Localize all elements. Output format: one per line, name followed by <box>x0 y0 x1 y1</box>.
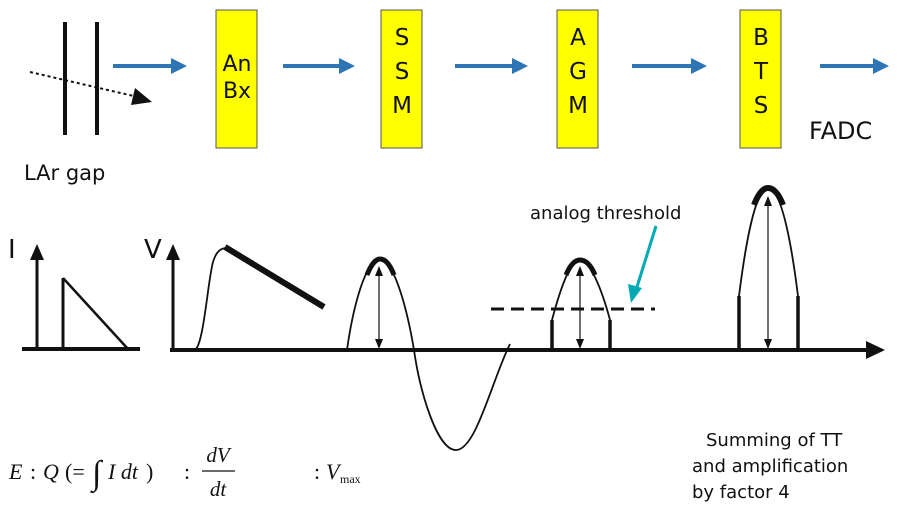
formula-E: E <box>8 459 23 484</box>
summed-pulse-height-arrow-bottom <box>764 339 772 349</box>
box-anbx-rect <box>215 9 258 149</box>
box-ssm-line-2: S <box>395 59 410 85</box>
formula-I-dt: I dt <box>107 459 139 484</box>
flow-arrow-5-head <box>873 58 889 74</box>
formula-V: V <box>326 459 342 484</box>
box-anbx-line-2: Bx <box>223 79 251 104</box>
shaped-pulse-peak <box>364 256 397 276</box>
box-ssm: S S M <box>380 9 423 149</box>
box-bts-line-1: B <box>753 25 769 51</box>
formula-Q: Q <box>43 459 59 484</box>
formula-dV: dV <box>206 443 232 467</box>
current-plot <box>22 244 140 351</box>
formula-integral: ∫ <box>90 455 104 494</box>
flow-arrow-2-head <box>339 58 355 74</box>
summing-note: Summing of TT and amplification by facto… <box>692 430 848 503</box>
flow-arrow-1-head <box>171 58 187 74</box>
threshold-pulse-height-arrow-bottom <box>576 339 584 349</box>
note-line-2: and amplification <box>692 456 848 477</box>
shaped-pulse-height-arrow-top <box>375 266 383 276</box>
analog-threshold-pointer <box>634 225 658 291</box>
lar-gap <box>29 22 152 135</box>
flow-arrows <box>113 58 889 74</box>
formula-dt: dt <box>210 477 228 501</box>
box-ssm-rect <box>380 9 423 149</box>
integrated-decay <box>223 244 326 310</box>
note-line-1: Summing of TT <box>706 430 843 451</box>
box-bts-line-3: S <box>754 93 769 119</box>
analog-threshold-label: analog threshold <box>530 203 681 224</box>
current-axis-label: I <box>8 235 16 265</box>
flow-arrow-4-head <box>691 58 707 74</box>
voltage-plot <box>166 184 885 451</box>
formula-open: (= <box>65 459 85 484</box>
box-anbx: An Bx <box>215 9 258 149</box>
voltage-axis-y-arrowhead <box>166 244 180 260</box>
formula-V-max: max <box>340 472 361 486</box>
formula-colon-2: : <box>184 459 190 484</box>
voltage-axis-x-arrowhead <box>866 341 885 359</box>
box-agm-rect <box>556 9 599 149</box>
box-agm: A G M <box>556 9 599 149</box>
box-agm-line-3: M <box>568 93 588 119</box>
integrated-rise <box>195 247 226 350</box>
box-bts: B T S <box>739 9 782 149</box>
current-axis-y-arrowhead <box>30 244 44 260</box>
energy-formula: E : Q (= ∫ I dt ) : dV dt : V max <box>8 443 361 501</box>
box-bts-rect <box>739 9 782 149</box>
summed-pulse-peak <box>751 184 786 207</box>
formula-colon-3: : <box>314 459 320 484</box>
voltage-axis-label: V <box>144 235 162 265</box>
box-agm-line-2: G <box>569 59 587 85</box>
fadc-label: FADC <box>809 117 872 145</box>
particle-track <box>29 71 139 98</box>
particle-track-arrowhead <box>131 88 152 105</box>
box-bts-line-2: T <box>753 59 769 85</box>
gap-label: LAr gap <box>24 161 105 185</box>
box-ssm-line-3: M <box>392 93 412 119</box>
formula-close: ) <box>146 459 153 484</box>
box-ssm-line-1: S <box>395 25 410 51</box>
threshold-pulse-peak <box>563 257 598 277</box>
threshold-pulse-height-arrow-top <box>576 266 584 276</box>
current-pulse-slope <box>62 277 129 350</box>
summed-pulse-height-arrow-top <box>764 196 772 206</box>
note-line-3: by factor 4 <box>692 482 790 503</box>
shaped-pulse <box>346 259 511 451</box>
box-agm-line-1: A <box>570 25 586 51</box>
analog-threshold-pointer-head <box>628 284 642 303</box>
formula-colon-1: : <box>30 459 36 484</box>
box-anbx-line-1: An <box>223 52 252 77</box>
shaped-pulse-height-arrow-bottom <box>375 339 383 349</box>
flow-arrow-3-head <box>512 58 528 74</box>
